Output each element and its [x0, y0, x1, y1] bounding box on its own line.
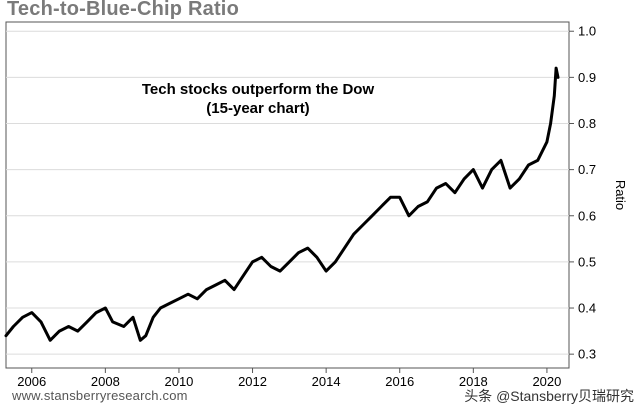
y-axis-label: Ratio	[613, 180, 628, 210]
plot-frame	[5, 21, 570, 369]
x-tick-label: 2016	[385, 374, 414, 389]
x-tick-label: 2010	[164, 374, 193, 389]
y-tick-label: 0.6	[578, 208, 596, 223]
x-tick-label: 2020	[532, 374, 561, 389]
y-tick-label: 0.4	[578, 301, 596, 316]
y-tick-label: 0.8	[578, 116, 596, 131]
chart-title: Tech-to-Blue-Chip Ratio	[7, 0, 239, 20]
x-tick-label: 2006	[17, 374, 46, 389]
y-tick-label: 0.3	[578, 347, 596, 362]
y-tick-label: 0.7	[578, 162, 596, 177]
source-url: www.stansberryresearch.com	[12, 388, 188, 403]
annotation-line-2: (15-year chart)	[206, 100, 309, 117]
x-tick-label: 2014	[312, 374, 341, 389]
y-tick-label: 1.0	[578, 24, 596, 39]
annotation-line-1: Tech stocks outperform the Dow	[142, 81, 375, 98]
x-tick-label: 2008	[91, 374, 120, 389]
ratio-series-line	[4, 66, 560, 342]
x-tick-label: 2012	[238, 374, 267, 389]
watermark: 头条 @Stansberry贝瑞研究	[464, 388, 634, 404]
x-tick-label: 2018	[459, 374, 488, 389]
y-axis-ticks: 0.3 0.4 0.5 0.6 0.7 0.8 0.9 1.0	[569, 24, 596, 362]
y-tick-label: 0.5	[578, 254, 596, 269]
x-axis-ticks: 2006 2008 2010 2012 2014 2016 2018 2020	[17, 368, 561, 389]
y-tick-label: 0.9	[578, 70, 596, 85]
